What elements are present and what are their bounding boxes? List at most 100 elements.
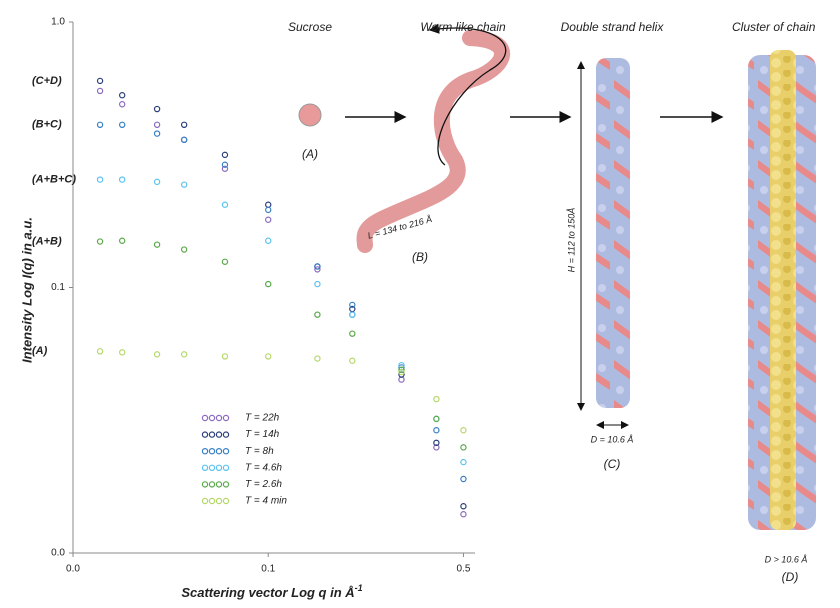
legend-marker <box>215 481 223 488</box>
stage-title: Cluster of chain <box>732 20 816 34</box>
stage-label: (D) <box>782 570 799 584</box>
stage-label: (C) <box>604 457 621 471</box>
point <box>265 237 272 244</box>
series-label: (A+B+C) <box>32 173 76 185</box>
legend-marker <box>215 464 223 471</box>
diagram: Sucrose Worm like chain Double strand he… <box>288 20 816 584</box>
point <box>460 458 467 466</box>
legend-marker <box>222 414 230 422</box>
point <box>180 121 188 129</box>
cluster-core <box>770 50 796 530</box>
height-label: H = 112 to 150Å <box>566 208 576 273</box>
point <box>96 121 104 129</box>
legend-marker <box>208 431 216 438</box>
point <box>118 121 126 129</box>
point <box>460 427 467 434</box>
x-axis-title: Scattering vector Log q in Å-1 <box>181 583 362 600</box>
legend-label: T = 22h <box>245 413 280 424</box>
series-label: (A) <box>32 345 48 357</box>
point <box>221 151 229 159</box>
point <box>314 266 321 273</box>
point <box>460 444 467 451</box>
point <box>398 368 405 376</box>
point <box>265 206 272 214</box>
point <box>433 395 440 403</box>
legend-marker <box>208 464 216 471</box>
legend-label: T = 4.6h <box>245 462 282 473</box>
x-axis-title-text: Scattering vector Log q in Å <box>181 585 354 600</box>
point <box>314 280 321 288</box>
legend-label: T = 14h <box>245 429 280 440</box>
legend-marker <box>208 414 216 422</box>
legend-marker <box>208 497 216 505</box>
point <box>433 427 440 434</box>
legend-marker <box>201 414 209 422</box>
point <box>153 351 161 358</box>
point <box>153 121 161 129</box>
point <box>118 176 126 183</box>
legend-label: T = 2.6h <box>245 479 282 490</box>
point <box>460 475 467 483</box>
legend-marker <box>201 497 209 505</box>
stage-title: Worm like chain <box>420 20 506 34</box>
point <box>265 216 272 223</box>
y-axis-title: Intensity Log I(q) in a.u. <box>19 217 34 363</box>
point <box>314 355 321 362</box>
point <box>180 246 188 253</box>
point <box>96 238 104 245</box>
point <box>153 105 161 113</box>
length-line <box>428 23 507 166</box>
point <box>265 280 272 288</box>
x-tick-label: 0.0 <box>66 564 80 575</box>
point <box>349 357 356 364</box>
double-helix <box>596 58 630 408</box>
point <box>265 353 272 360</box>
point <box>153 241 161 248</box>
point <box>180 181 188 188</box>
point <box>433 415 440 423</box>
point <box>118 237 126 244</box>
legend-marker <box>222 481 230 488</box>
legend-label: T = 4 min <box>245 496 287 507</box>
legend-marker <box>201 431 209 438</box>
x-axis-title-sup: -1 <box>355 583 363 593</box>
y-tick-label: 0.0 <box>51 548 65 559</box>
point <box>433 439 440 447</box>
point <box>118 101 126 108</box>
series-label: (A+B) <box>32 235 62 247</box>
x-tick-label: 0.5 <box>456 564 470 575</box>
diameter-label: D = 10.6 Å <box>591 434 634 444</box>
y-tick-label: 0.1 <box>51 282 65 293</box>
worm-chain <box>356 30 510 253</box>
point <box>265 201 272 208</box>
sucrose-molecule <box>298 103 322 127</box>
legend-marker <box>215 497 223 505</box>
legend-marker <box>215 414 223 422</box>
point <box>349 301 356 309</box>
point <box>314 311 321 318</box>
point <box>96 176 104 183</box>
legend-marker <box>201 448 209 455</box>
point <box>96 348 104 355</box>
legend-marker <box>201 464 209 471</box>
legend-marker <box>222 464 230 471</box>
point <box>221 353 229 360</box>
point <box>221 258 229 265</box>
legend-marker <box>215 431 223 438</box>
legend-marker <box>208 481 216 488</box>
stage-title: Double strand helix <box>561 20 665 34</box>
series-label: (C+D) <box>32 75 62 87</box>
stage-label: (A) <box>302 147 318 161</box>
point <box>180 351 188 358</box>
legend-marker <box>222 497 230 505</box>
point <box>180 136 188 144</box>
stage-title: Sucrose <box>288 20 332 34</box>
point <box>460 511 467 518</box>
legend-marker <box>222 431 230 438</box>
point <box>221 161 229 168</box>
y-tick-label: 1.0 <box>51 17 65 28</box>
x-tick-label: 0.1 <box>261 564 275 575</box>
point <box>349 311 356 318</box>
point <box>398 366 405 373</box>
